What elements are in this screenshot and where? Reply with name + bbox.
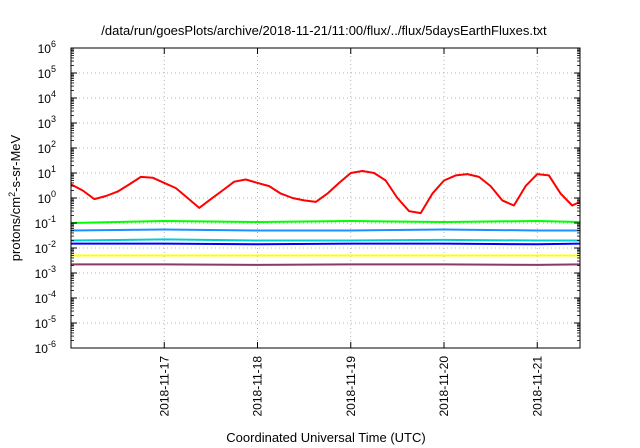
- x-tick-labels: 2018-11-17 2018-11-18 2018-11-19 2018-11-20…: [157, 356, 544, 417]
- y-tick-label: 105: [38, 64, 56, 81]
- y-axis-label: protons/cm2-s-sr-MeV: [7, 134, 23, 261]
- y-tick-label: 10-2: [35, 239, 56, 256]
- y-tick-base: 10: [38, 192, 52, 206]
- chart-title: /data/run/goesPlots/archive/2018-11-21/1…: [101, 23, 547, 38]
- x-tick-label: 2018-11-21: [530, 356, 544, 417]
- y-tick-label: 10-6: [35, 339, 56, 356]
- y-tick-exp: -3: [48, 264, 56, 274]
- y-tick-base: 10: [38, 42, 52, 56]
- y-tick-label: 102: [38, 139, 56, 156]
- y-tick-base: 10: [35, 342, 49, 356]
- y-tick-exp: -1: [48, 214, 56, 224]
- y-tick-base: 10: [38, 167, 52, 181]
- y-tick-label: 100: [38, 189, 56, 206]
- tick-marks: [71, 47, 580, 349]
- y-tick-base: 10: [35, 242, 49, 256]
- series-line-6: [71, 263, 581, 266]
- y-tick-exp: 1: [51, 164, 56, 174]
- series-line-2: [70, 228, 580, 232]
- y-tick-exp: 3: [51, 114, 56, 124]
- y-tick-base: 10: [35, 317, 49, 331]
- y-tick-label: 10-4: [35, 289, 56, 306]
- y-tick-base: 10: [38, 92, 52, 106]
- series-line-4: [71, 242, 581, 246]
- y-tick-exp: 6: [51, 39, 56, 49]
- series-line-3: [70, 238, 580, 242]
- y-tick-label: 103: [38, 114, 56, 131]
- y-tick-label: 10-3: [35, 264, 56, 281]
- y-tick-base: 10: [38, 142, 52, 156]
- y-tick-base: 10: [35, 217, 49, 231]
- y-tick-base: 10: [38, 117, 52, 131]
- series-line-1: [70, 220, 581, 224]
- y-tick-exp: 2: [51, 139, 56, 149]
- y-tick-labels: 10-610-510-410-310-210-11001011021031041…: [35, 39, 56, 356]
- y-tick-exp: -2: [48, 239, 56, 249]
- y-axis-label-sup: 2: [7, 192, 17, 197]
- y-tick-exp: 4: [51, 89, 56, 99]
- x-axis-label: Coordinated Universal Time (UTC): [226, 430, 425, 445]
- y-tick-label: 104: [38, 89, 56, 106]
- series-layer: [70, 170, 581, 266]
- y-tick-exp: 5: [51, 64, 56, 74]
- y-tick-label: 106: [38, 39, 56, 56]
- y-tick-exp: 0: [51, 189, 56, 199]
- y-tick-exp: -4: [48, 289, 56, 299]
- x-tick-label: 2018-11-19: [344, 356, 358, 417]
- y-tick-label: 101: [38, 164, 56, 181]
- y-axis-label-base: protons/cm: [8, 197, 23, 261]
- y-tick-exp: -6: [48, 339, 56, 349]
- y-axis-label-rest: -s-sr-MeV: [8, 134, 23, 191]
- y-tick-label: 10-1: [35, 214, 56, 231]
- x-tick-label: 2018-11-17: [157, 356, 171, 417]
- x-tick-label: 2018-11-20: [437, 356, 451, 417]
- y-tick-base: 10: [35, 267, 49, 281]
- series-line-0: [70, 170, 581, 215]
- x-tick-label: 2018-11-18: [251, 356, 265, 417]
- y-tick-label: 10-5: [35, 314, 56, 331]
- grid: [71, 48, 580, 348]
- y-tick-exp: -5: [48, 314, 56, 324]
- y-tick-base: 10: [38, 67, 52, 81]
- y-tick-base: 10: [35, 292, 49, 306]
